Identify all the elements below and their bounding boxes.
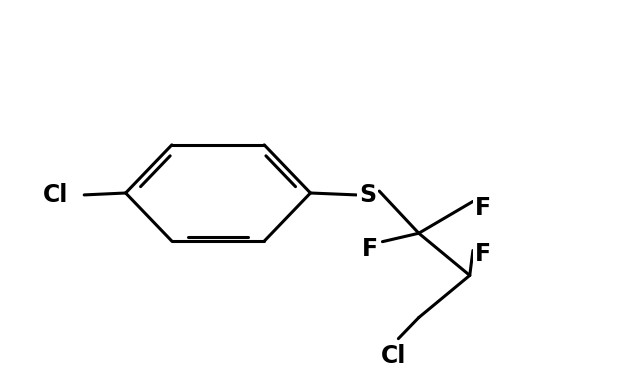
Text: Cl: Cl — [381, 344, 406, 368]
Text: F: F — [362, 237, 378, 261]
Text: F: F — [474, 196, 490, 220]
Text: Cl: Cl — [43, 183, 68, 207]
Text: S: S — [359, 183, 376, 207]
Text: F: F — [474, 242, 490, 266]
